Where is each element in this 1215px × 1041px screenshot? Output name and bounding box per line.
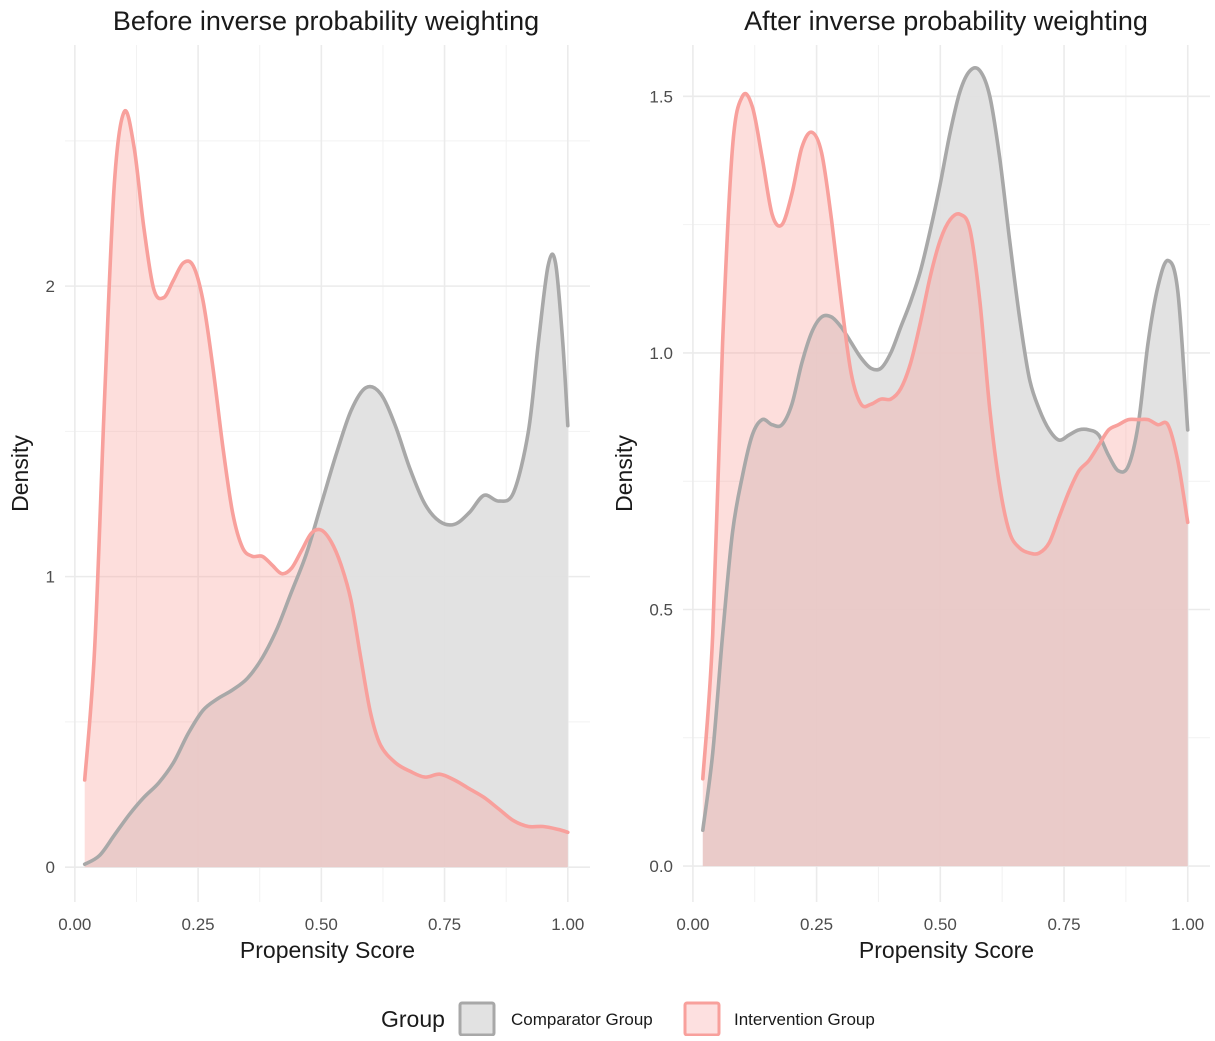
y-axis-title: Density bbox=[611, 435, 637, 512]
after-intervention-line bbox=[701, 91, 1190, 781]
x-tick-label: 1.00 bbox=[1171, 915, 1204, 934]
x-tick-label: 0.50 bbox=[924, 915, 957, 934]
x-tick-label: 0.00 bbox=[676, 915, 709, 934]
x-tick-label: 0.25 bbox=[182, 915, 215, 934]
after-comparator-area bbox=[702, 67, 1188, 867]
y-tick-label: 1 bbox=[46, 568, 55, 587]
panel-title: After inverse probability weighting bbox=[744, 6, 1148, 36]
legend-label-intervention: Intervention Group bbox=[734, 1010, 875, 1029]
y-tick-label: 1.0 bbox=[649, 344, 673, 363]
x-tick-label: 0.75 bbox=[428, 915, 461, 934]
legend-key-comparator bbox=[458, 1001, 496, 1037]
y-tick-label: 0 bbox=[46, 858, 55, 877]
after-comparator-line bbox=[701, 65, 1190, 832]
x-tick-label: 1.00 bbox=[551, 915, 584, 934]
y-tick-label: 0.5 bbox=[649, 600, 673, 619]
before-intervention-area bbox=[84, 110, 568, 868]
legend-title: Group bbox=[381, 1006, 445, 1032]
panel-before: 0.00 0.25 0.50 0.75 1.00 0 1 2 Before inverse pr… bbox=[7, 6, 590, 963]
legend-key-intervention bbox=[683, 1001, 721, 1037]
y-tick-label: 0.0 bbox=[649, 857, 673, 876]
panel-title: Before inverse probability weighting bbox=[113, 6, 539, 36]
after-intervention-area bbox=[702, 93, 1188, 867]
y-axis-title: Density bbox=[7, 435, 33, 512]
before-comparator-line bbox=[82, 252, 570, 866]
before-comparator-area bbox=[84, 254, 568, 868]
x-tick-label: 0.00 bbox=[58, 915, 91, 934]
legend: Group Comparator Group Intervention Grou… bbox=[381, 1001, 875, 1037]
x-tick-label: 0.25 bbox=[800, 915, 833, 934]
x-axis-title: Propensity Score bbox=[240, 937, 415, 963]
x-tick-label: 0.75 bbox=[1047, 915, 1080, 934]
panel-after: 0.00 0.25 0.50 0.75 1.00 0.0 0.5 1.0 1.5 After in… bbox=[611, 6, 1210, 963]
y-tick-label: 1.5 bbox=[649, 87, 673, 106]
x-axis-title: Propensity Score bbox=[859, 937, 1034, 963]
legend-label-comparator: Comparator Group bbox=[511, 1010, 653, 1029]
before-intervention-line bbox=[82, 108, 570, 835]
x-tick-label: 0.50 bbox=[305, 915, 338, 934]
y-tick-label: 2 bbox=[46, 277, 55, 296]
